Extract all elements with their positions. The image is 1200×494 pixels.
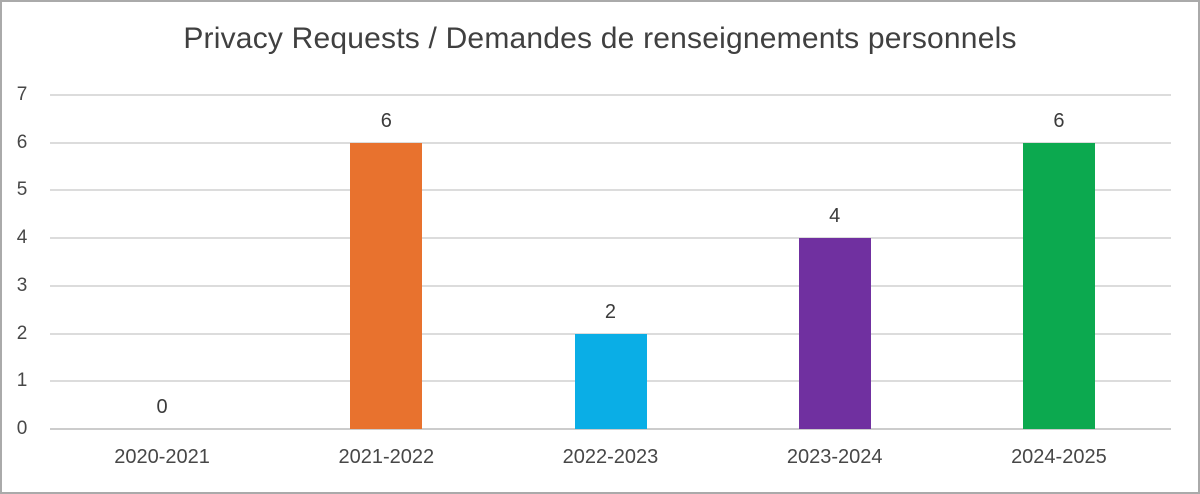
gridline xyxy=(50,94,1171,96)
y-tick-label: 6 xyxy=(16,131,28,153)
gridline xyxy=(50,189,1171,192)
value-label: 6 xyxy=(380,109,392,132)
bar-2023-2024 xyxy=(798,238,871,429)
x-tick-label: 2023-2024 xyxy=(786,446,883,468)
y-tick-label: 3 xyxy=(16,274,28,296)
y-tick-label: 5 xyxy=(16,179,28,201)
gridline xyxy=(50,332,1171,335)
gridline xyxy=(50,237,1171,240)
bar-2021-2022 xyxy=(350,142,423,429)
x-tick-label: 2024-2025 xyxy=(1011,446,1107,468)
bar-2024-2025 xyxy=(1022,142,1095,429)
x-tick-label: 2022-2023 xyxy=(562,446,659,468)
gridline xyxy=(50,141,1171,144)
gridline xyxy=(50,284,1171,287)
y-tick-label: 7 xyxy=(16,84,28,105)
x-axis-line xyxy=(50,428,1171,430)
y-tick-label: 4 xyxy=(16,227,28,249)
value-label: 6 xyxy=(1053,109,1065,132)
bar-2022-2023 xyxy=(574,333,647,429)
y-tick-label: 1 xyxy=(16,370,28,392)
x-tick-label: 2020-2021 xyxy=(114,446,210,468)
value-label: 2 xyxy=(604,300,617,323)
y-tick-label: 2 xyxy=(16,322,28,344)
y-tick-label: 0 xyxy=(16,418,28,439)
plot-area: 0 1 2 3 4 5 6 7 0 2020-2021 6 2021-2022 2 2022-2023 4 2… xyxy=(17,84,1171,468)
value-label: 4 xyxy=(829,205,841,228)
chart-title: Privacy Requests / Demandes de renseigne… xyxy=(183,22,1017,55)
x-tick-label: 2021-2022 xyxy=(338,446,435,468)
value-label: 0 xyxy=(156,396,168,418)
